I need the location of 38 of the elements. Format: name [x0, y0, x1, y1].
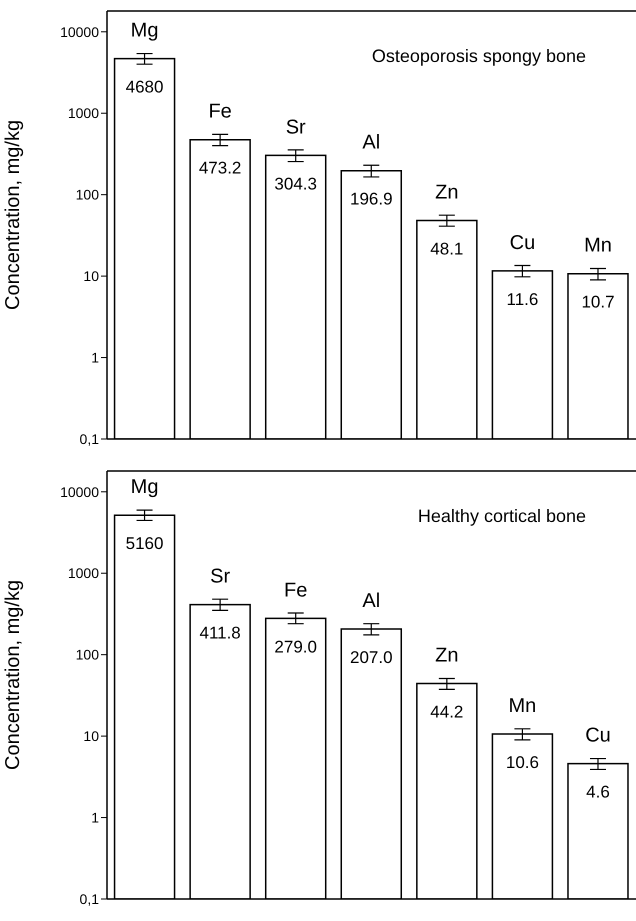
data-label: 4680: [126, 78, 164, 97]
y-tick-label: 1: [91, 350, 100, 366]
y-tick-label: 0,1: [80, 890, 100, 907]
y-tick-label: 1000: [68, 565, 100, 582]
y-tick-label: 100: [76, 186, 100, 203]
y-tick-label: 10000: [60, 24, 100, 40]
data-label: 44.2: [430, 702, 464, 722]
data-label: 473.2: [198, 158, 242, 178]
y-tick-label: 1: [91, 810, 100, 826]
data-label: 10.6: [506, 753, 539, 772]
data-label: 304.3: [274, 174, 317, 194]
y-tick-label: 1000: [68, 105, 100, 122]
x-tick-label: Fe: [284, 579, 308, 602]
y-tick-label: 100: [76, 646, 100, 663]
data-label: 4.6: [586, 782, 610, 802]
y-tick-label: 10: [83, 728, 100, 744]
y-axis-title: Concentration, mg/kg: [2, 580, 24, 770]
y-tick-label: 0,1: [80, 430, 100, 447]
text: Healthy cortical bone: [418, 506, 586, 527]
category-label: Mn: [584, 234, 612, 257]
data-label: 279.0: [274, 637, 317, 656]
category-label: Fe: [208, 100, 232, 123]
category-label: Zn: [435, 182, 459, 204]
data-label: 10.7: [581, 292, 615, 312]
category-label: Sr: [286, 116, 306, 138]
y-tick-label: 10000: [60, 484, 100, 500]
y-tick-label: 10: [83, 268, 100, 284]
category-label: Al: [362, 132, 380, 154]
category-label: Cu: [510, 232, 536, 254]
y-axis-title: Concentration, mg/kg: [2, 120, 24, 310]
data-label: 411.8: [199, 624, 241, 643]
data-label: 11.6: [506, 290, 538, 309]
data-label: 48.1: [430, 240, 464, 259]
data-label: 207.0: [350, 648, 393, 667]
data-label: 196.9: [350, 190, 393, 209]
category-label: Mg: [130, 20, 158, 42]
data-label: 5160: [126, 534, 164, 554]
text: Osteoporosis spongy bone: [372, 46, 586, 67]
